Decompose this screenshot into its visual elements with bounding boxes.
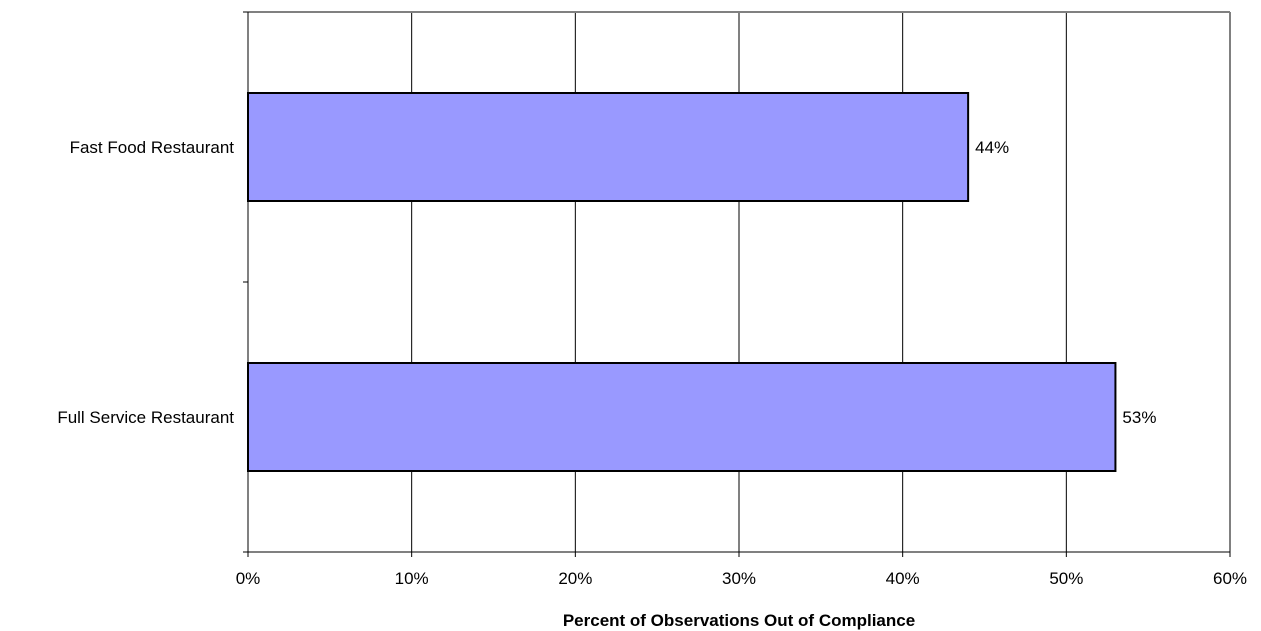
x-tick-label-30: 30% [722,569,756,588]
bar-1 [247,92,970,202]
data-label-1: 44% [975,138,1009,157]
x-tick-label-10: 10% [395,569,429,588]
x-tick-label-40: 40% [886,569,920,588]
x-tick-label-60: 60% [1213,569,1247,588]
plot-frame [243,11,1231,557]
x-axis-title: Percent of Observations Out of Complianc… [563,611,915,630]
x-tick-label-20: 20% [558,569,592,588]
category-label-1: Fast Food Restaurant [70,138,235,157]
category-label-2: Full Service Restaurant [57,408,234,427]
data-label-2: 53% [1122,408,1156,427]
bar-2 [247,362,1117,472]
x-tick-label-0: 0% [236,569,261,588]
labels: 0% 10% 20% 30% 40% 50% 60% Fast Food Restaurant… [57,138,1247,588]
bars [247,92,1117,472]
x-tick-label-50: 50% [1049,569,1083,588]
